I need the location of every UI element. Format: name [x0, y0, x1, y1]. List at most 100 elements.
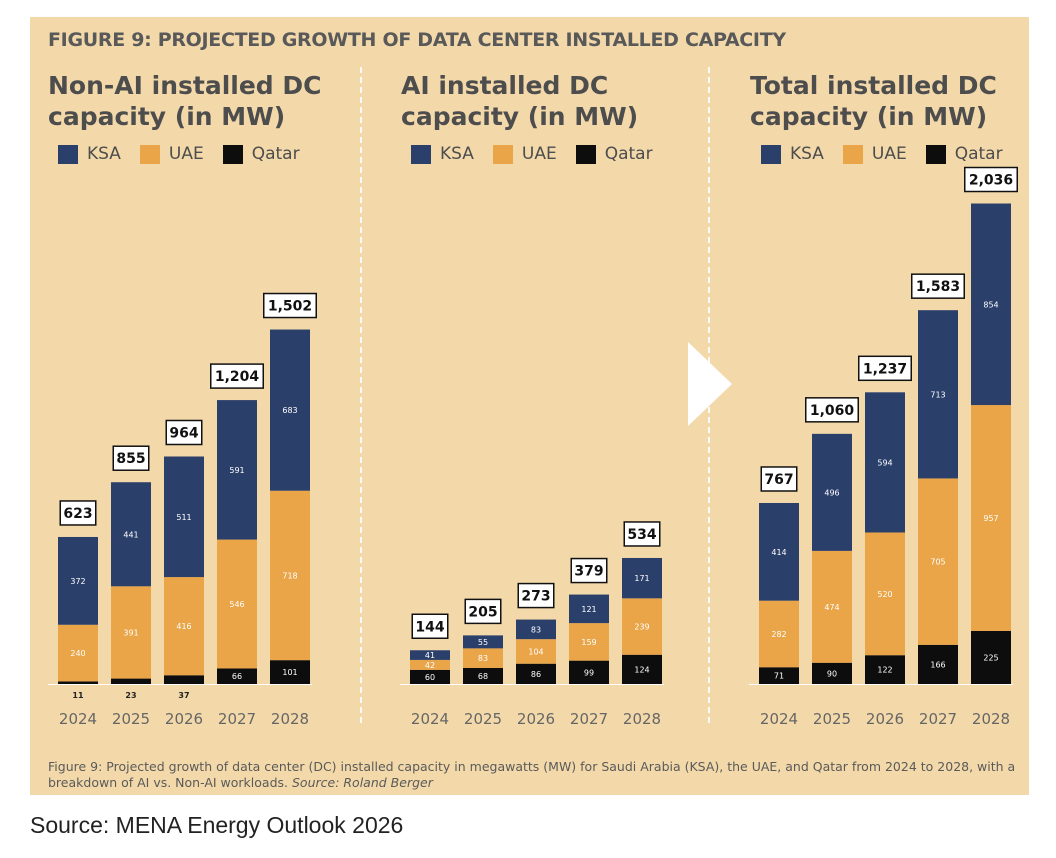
- bar-segment-qatar: [164, 675, 204, 684]
- bar-segment-ksa: [58, 536, 98, 625]
- legend-swatch-uae: [492, 144, 513, 164]
- bar-segment-ksa: [217, 400, 257, 540]
- bar-value-label-ksa: 713: [930, 390, 945, 399]
- bar-value-label-uae: 83: [478, 654, 488, 663]
- bar-total-label: 144: [415, 619, 444, 635]
- bar-total-box: [858, 355, 912, 382]
- bar-segment-qatar: [918, 644, 958, 684]
- bar-value-label-ksa: 83: [531, 625, 541, 634]
- legend-label-ksa: KSA: [790, 144, 824, 164]
- bar-segment-qatar: [217, 668, 257, 684]
- bar-total-label: 1,060: [810, 403, 855, 419]
- bar-total-label: 767: [764, 472, 793, 488]
- bar-value-label-qatar: 124: [634, 665, 649, 674]
- bar-value-label-qatar: 37: [178, 691, 189, 700]
- bar-segment-ksa: [622, 557, 662, 599]
- bar-total-box: [210, 363, 264, 389]
- bar-value-label-qatar: 90: [827, 669, 837, 678]
- legend-item-qatar: Qatar: [575, 144, 653, 164]
- bar-value-label-ksa: 496: [824, 488, 839, 497]
- bar-segment-uae: [865, 532, 905, 656]
- bar-segment-uae: [164, 577, 204, 676]
- x-tick-label: 2026: [165, 710, 203, 728]
- charts-canvas: 11 240 372 623 2024 23 391 441 855 2025 37 416 511 96…: [48, 166, 1018, 728]
- bar-value-label-uae: 240: [70, 649, 85, 658]
- x-tick-label: 2025: [112, 710, 150, 728]
- bar-total-label: 1,237: [863, 361, 907, 377]
- bar-segment-uae: [410, 659, 450, 670]
- bar-total-box: [263, 292, 317, 319]
- bar-value-label-qatar: 66: [232, 672, 242, 681]
- bar-total-box: [623, 521, 661, 547]
- bar-value-label-qatar: 86: [531, 670, 541, 679]
- bar-total-box: [964, 166, 1018, 193]
- panel-title-non-ai: Non-AI installed DC capacity (in MW): [48, 71, 322, 131]
- bar-segment-ksa: [463, 635, 503, 649]
- bar-segment-qatar: [971, 630, 1011, 684]
- legend-label-ksa: KSA: [87, 144, 121, 164]
- bar-segment-qatar: [58, 681, 98, 684]
- bar-segment-ksa: [111, 482, 151, 587]
- bar-segment-ksa: [410, 650, 450, 660]
- bar-value-label-qatar: 101: [282, 668, 297, 677]
- bar-total-label: 205: [468, 604, 497, 620]
- x-tick-label: 2028: [972, 710, 1010, 728]
- bar-value-label-qatar: 225: [983, 653, 998, 662]
- bar-value-label-qatar: 122: [877, 666, 892, 675]
- x-tick-label: 2028: [271, 710, 309, 728]
- bar-value-label-qatar: 99: [584, 668, 594, 677]
- x-tick-label: 2024: [59, 710, 97, 728]
- legend-item-uae: UAE: [139, 144, 204, 164]
- bar-total-box: [911, 273, 965, 299]
- bar-segment-ksa: [164, 456, 204, 578]
- bar-value-label-ksa: 594: [877, 458, 892, 467]
- bar-total-box: [464, 598, 502, 625]
- bar-segment-uae: [759, 600, 799, 668]
- bar-segment-uae: [918, 478, 958, 645]
- bar-segment-uae: [270, 490, 310, 661]
- legend-item-ksa: KSA: [58, 144, 121, 164]
- bar-value-label-qatar: 68: [478, 672, 488, 681]
- bar-total-box: [59, 500, 97, 526]
- legend-ai: KSA UAE Qatar: [411, 144, 672, 164]
- footer-source: Source: MENA Energy Outlook 2026: [30, 812, 404, 838]
- bar-value-label-ksa: 55: [478, 638, 488, 647]
- bar-value-label-ksa: 511: [176, 513, 191, 522]
- x-tick-label: 2028: [623, 710, 661, 728]
- panel-title-total: Total installed DC capacity (in MW): [750, 71, 997, 131]
- legend-total: KSA UAE Qatar: [761, 144, 1022, 164]
- legend-label-qatar: Qatar: [251, 144, 300, 164]
- x-tick-label: 2024: [411, 710, 449, 728]
- bar-total-box: [760, 466, 798, 492]
- bar-segment-qatar: [410, 669, 450, 684]
- bar-value-label-uae: 239: [634, 623, 649, 632]
- bar-value-label-uae: 474: [824, 603, 839, 612]
- bar-value-label-uae: 520: [877, 590, 892, 599]
- x-tick-label: 2024: [760, 710, 798, 728]
- bar-segment-ksa: [569, 594, 609, 624]
- bar-segment-qatar: [516, 663, 556, 684]
- bar-value-label-qatar: 60: [425, 673, 435, 682]
- legend-item-ksa: KSA: [411, 144, 474, 164]
- panel-divider: [360, 67, 362, 723]
- bar-value-label-ksa: 591: [229, 466, 244, 475]
- bar-segment-ksa: [971, 203, 1011, 406]
- bar-value-label-uae: 42: [425, 661, 435, 670]
- bar-total-label: 623: [63, 506, 92, 522]
- bar-segment-ksa: [865, 392, 905, 533]
- x-tick-label: 2027: [218, 710, 256, 728]
- bar-segment-uae: [569, 623, 609, 661]
- legend-item-ksa: KSA: [761, 144, 824, 164]
- bar-segment-ksa: [918, 310, 958, 479]
- bar-value-label-qatar: 11: [72, 691, 84, 700]
- legend-label-ksa: KSA: [440, 144, 474, 164]
- bar-segment-qatar: [622, 654, 662, 684]
- caption-text: Figure 9: Projected growth of data cente…: [48, 759, 1016, 790]
- bar-segment-ksa: [270, 329, 310, 491]
- legend-item-uae: UAE: [492, 144, 557, 164]
- bar-value-label-uae: 416: [176, 622, 191, 631]
- bar-total-label: 534: [627, 527, 656, 543]
- bar-value-label-uae: 718: [282, 571, 297, 580]
- bar-segment-uae: [463, 648, 503, 668]
- bar-segment-uae: [217, 539, 257, 669]
